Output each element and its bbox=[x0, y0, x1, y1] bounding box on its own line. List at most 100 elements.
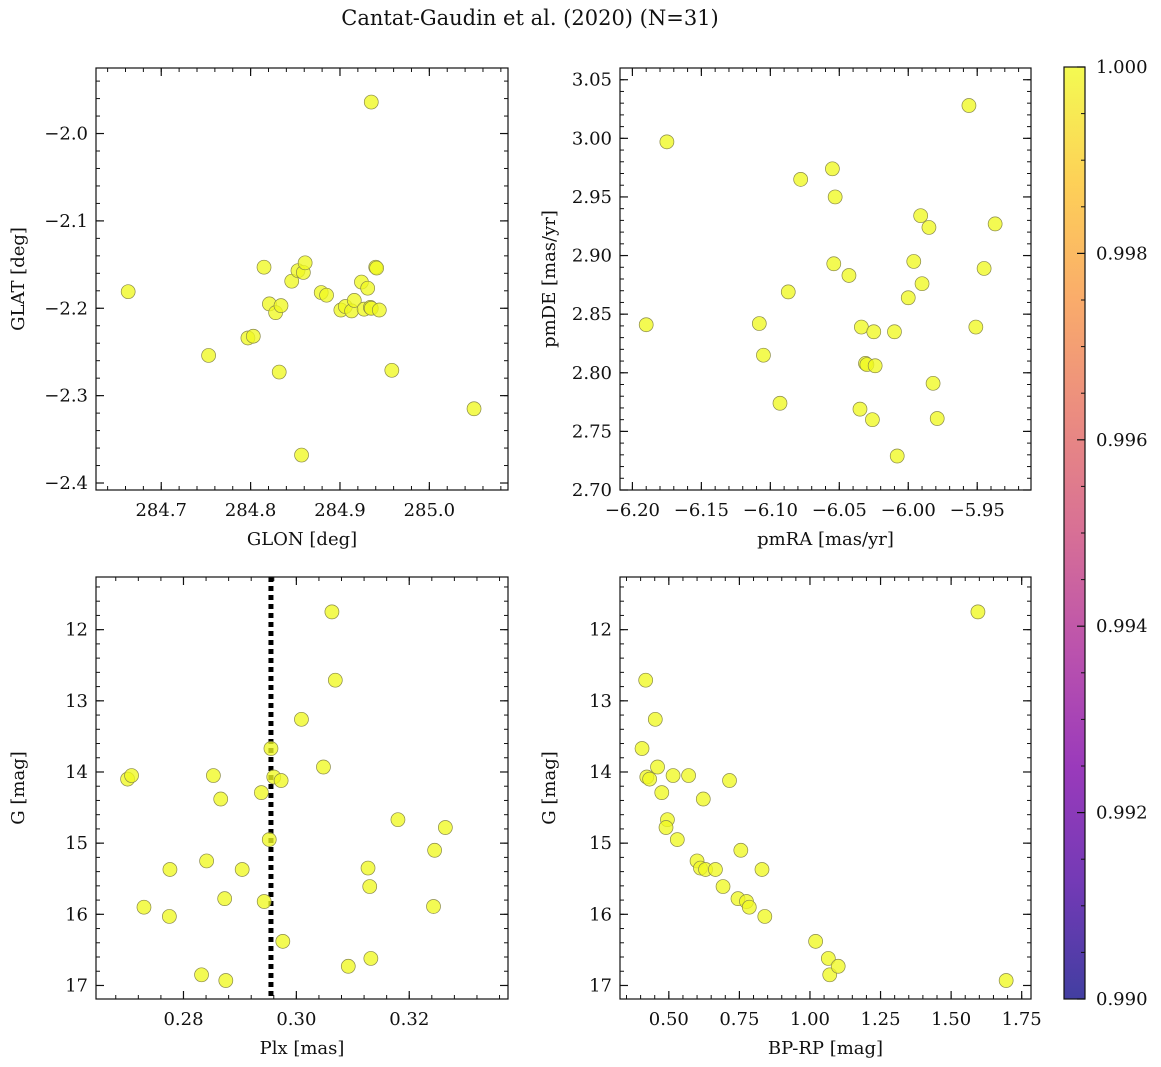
panel-bprp-g: 0.50 0.75 1.00 1.25 1.50 1.75 12 13 14 15 16 17 BP-R… bbox=[539, 576, 1042, 1059]
data-point bbox=[722, 773, 737, 788]
y-tick-label: 13 bbox=[65, 691, 88, 712]
x-tick-label: −5.95 bbox=[950, 500, 1005, 521]
data-point bbox=[254, 785, 269, 800]
x-tick-label: 1.00 bbox=[790, 1009, 830, 1030]
panel-pmra-pmde: −6.20 −6.15 −6.10 −6.05 −6.00 −5.95 2.70 2.75 2.… bbox=[539, 67, 1032, 550]
data-point bbox=[650, 759, 665, 775]
data-point bbox=[867, 358, 883, 374]
data-point bbox=[708, 862, 723, 877]
y-tick-label: 17 bbox=[589, 975, 612, 996]
y-tick-label: 2.70 bbox=[572, 480, 612, 501]
data-point bbox=[261, 832, 277, 847]
data-point bbox=[754, 862, 770, 877]
data-point bbox=[427, 842, 442, 858]
x-tick-label: −6.05 bbox=[812, 500, 867, 521]
data-point bbox=[961, 98, 977, 113]
axes-frame bbox=[619, 576, 1032, 1000]
data-point bbox=[921, 220, 937, 235]
x-tick-label: 284.8 bbox=[225, 500, 277, 521]
data-point bbox=[217, 891, 233, 907]
data-point bbox=[120, 284, 136, 300]
data-point bbox=[369, 260, 384, 276]
data-point bbox=[866, 324, 882, 340]
y-tick-label: 2.80 bbox=[572, 363, 612, 384]
data-point bbox=[715, 879, 731, 894]
x-axis-label: GLON [deg] bbox=[247, 529, 357, 550]
panel-glon-glat: 284.7 284.8 284.9 285.0 −2.4 −2.3 −2.2 −2.1 −2.0… bbox=[8, 67, 509, 550]
axes-frame bbox=[95, 67, 509, 491]
data-point bbox=[826, 256, 842, 272]
data-point bbox=[360, 860, 376, 876]
figure-title: Cantat-Gaudin et al. (2020) (N=31) bbox=[341, 6, 719, 30]
data-point bbox=[681, 768, 696, 783]
colorbar: 0.990 0.992 0.994 0.996 0.998 1.000 bbox=[1063, 57, 1148, 1010]
data-point bbox=[213, 791, 229, 807]
data-point bbox=[889, 448, 905, 464]
data-point bbox=[324, 604, 340, 620]
data-point bbox=[669, 832, 685, 847]
data-point bbox=[900, 290, 916, 306]
data-point bbox=[201, 348, 216, 363]
data-point bbox=[206, 768, 221, 783]
data-point bbox=[987, 216, 1003, 232]
x-tick-label: 0.75 bbox=[719, 1009, 759, 1030]
y-tick-label: −2.3 bbox=[44, 386, 88, 407]
data-point bbox=[827, 189, 843, 205]
y-tick-label: −2.2 bbox=[44, 298, 88, 319]
y-tick-label: 13 bbox=[589, 691, 612, 712]
x-tick-label: −6.10 bbox=[743, 500, 798, 521]
data-point bbox=[273, 298, 289, 313]
x-axis-label: Plx [mas] bbox=[260, 1038, 345, 1059]
data-point bbox=[297, 255, 313, 271]
data-point bbox=[968, 319, 984, 335]
data-point bbox=[360, 280, 376, 296]
y-tick-label: 3.05 bbox=[572, 70, 612, 91]
data-point bbox=[638, 317, 654, 333]
y-tick-label: 15 bbox=[589, 833, 612, 854]
data-point bbox=[199, 853, 214, 869]
colorbar-tick-label: 0.994 bbox=[1096, 616, 1148, 637]
data-point bbox=[245, 328, 261, 344]
x-tick-label: 284.9 bbox=[314, 500, 366, 521]
data-point bbox=[634, 741, 650, 756]
x-tick-label: 0.30 bbox=[276, 1009, 316, 1030]
data-point bbox=[929, 411, 945, 426]
data-point bbox=[234, 862, 250, 877]
data-point bbox=[638, 672, 654, 688]
x-tick-label: 285.0 bbox=[404, 500, 456, 521]
y-tick-label: 12 bbox=[589, 620, 612, 641]
data-point bbox=[346, 293, 362, 308]
x-axis-label: BP-RP [mag] bbox=[768, 1038, 883, 1059]
data-point bbox=[294, 711, 309, 727]
x-tick-label: 0.50 bbox=[649, 1009, 689, 1030]
data-point bbox=[642, 771, 657, 787]
colorbar-tick-label: 0.992 bbox=[1096, 803, 1148, 824]
data-point bbox=[263, 741, 279, 756]
data-point bbox=[256, 259, 272, 275]
data-point bbox=[124, 768, 139, 783]
data-point bbox=[162, 862, 178, 877]
axes-frame bbox=[95, 576, 509, 1000]
data-point bbox=[825, 161, 840, 177]
colorbar-tick-label: 0.990 bbox=[1096, 989, 1148, 1010]
data-point bbox=[647, 711, 663, 727]
data-point bbox=[906, 254, 922, 269]
y-tick-label: 16 bbox=[65, 904, 88, 925]
y-tick-label: 16 bbox=[589, 904, 612, 925]
data-point bbox=[865, 412, 880, 428]
data-point bbox=[772, 395, 788, 411]
y-tick-label: 2.95 bbox=[572, 187, 612, 208]
y-tick-label: 15 bbox=[65, 833, 88, 854]
x-tick-label: −6.20 bbox=[605, 500, 660, 521]
y-axis-label: G [mag] bbox=[539, 751, 560, 824]
colorbar-tick-label: 0.998 bbox=[1096, 243, 1148, 264]
x-tick-label: −6.15 bbox=[674, 500, 729, 521]
x-axis-label: pmRA [mas/yr] bbox=[757, 529, 894, 550]
data-point bbox=[271, 364, 287, 380]
data-point bbox=[751, 316, 767, 331]
data-point bbox=[654, 785, 670, 800]
data-point bbox=[757, 909, 773, 924]
data-point bbox=[756, 347, 771, 363]
y-tick-label: 2.75 bbox=[572, 421, 612, 442]
